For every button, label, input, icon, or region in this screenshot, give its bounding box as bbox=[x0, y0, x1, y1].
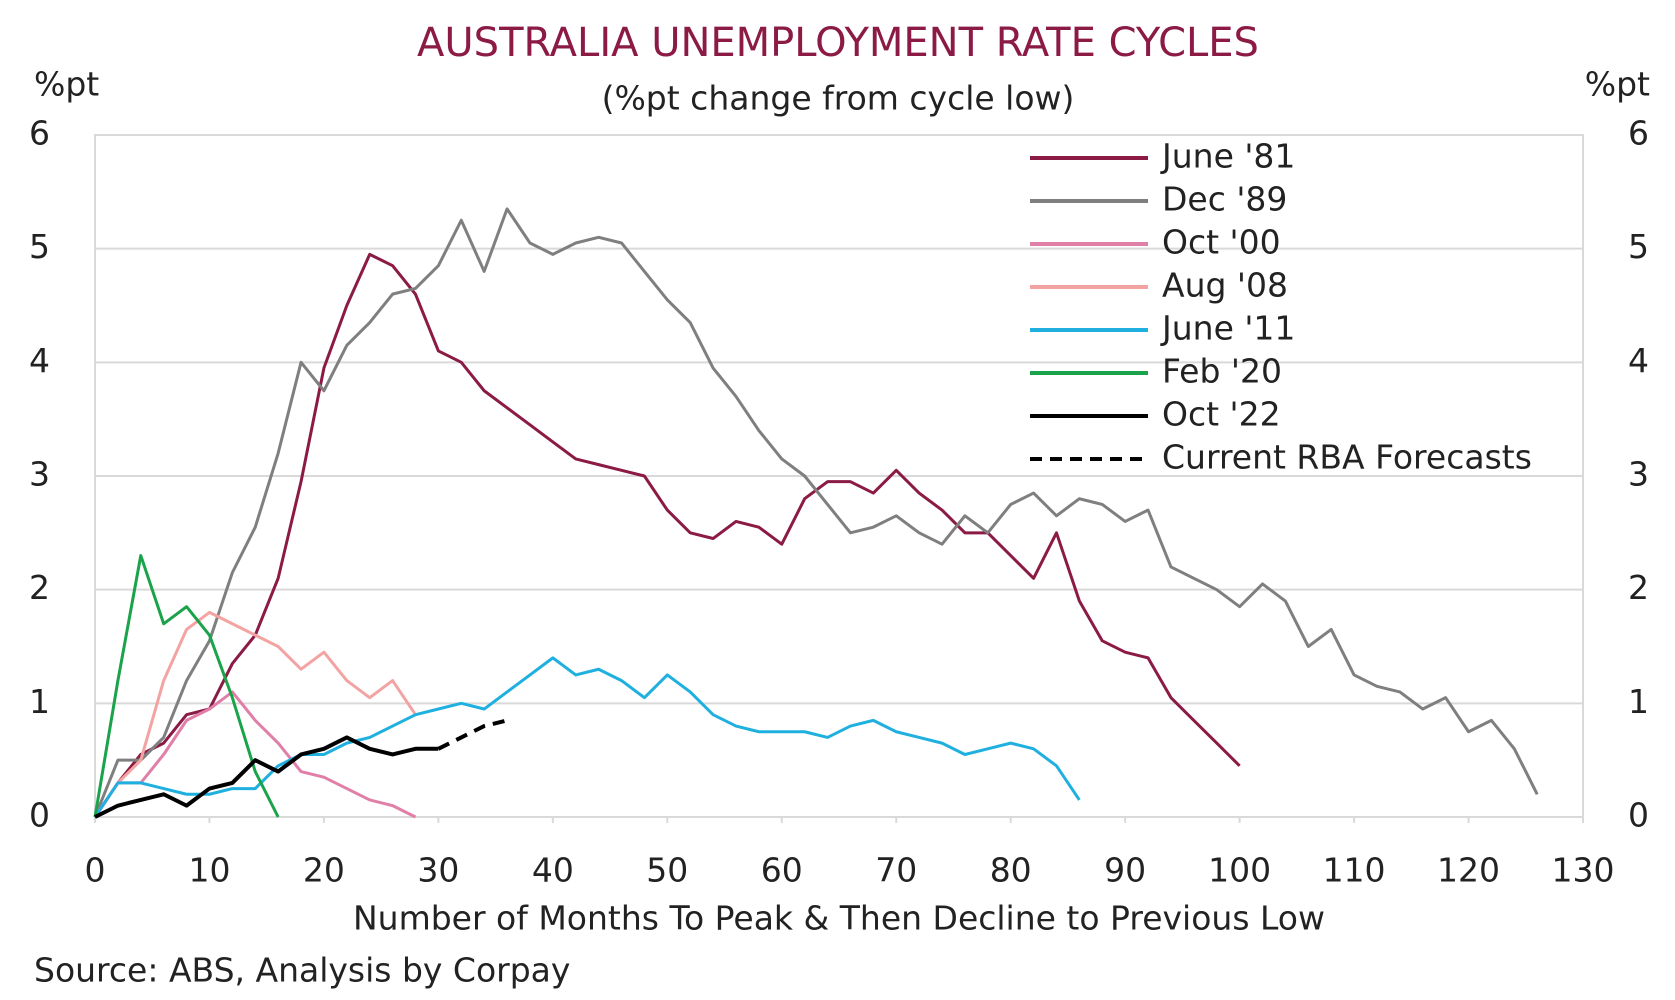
x-tick-label: 70 bbox=[875, 851, 917, 890]
x-tick-label: 0 bbox=[85, 851, 106, 890]
series-line bbox=[437, 718, 508, 751]
series-line bbox=[93, 252, 1241, 818]
series-line bbox=[93, 207, 1539, 818]
series-line bbox=[93, 610, 417, 818]
y2-tick-label: 1 bbox=[1628, 682, 1649, 721]
y2-tick-label: 5 bbox=[1628, 227, 1649, 266]
x-tick-label: 90 bbox=[1104, 851, 1146, 890]
x-tick-label: 80 bbox=[990, 851, 1032, 890]
x-tick-label: 20 bbox=[303, 851, 345, 890]
series-line bbox=[94, 735, 439, 819]
y2-tick-label: 0 bbox=[1628, 796, 1649, 835]
y2-axis-label: %pt bbox=[1585, 65, 1650, 104]
x-axis-label: Number of Months To Peak & Then Decline … bbox=[353, 899, 1325, 938]
legend-label: Oct '00 bbox=[1162, 223, 1281, 262]
x-tick-label: 120 bbox=[1437, 851, 1500, 890]
legend-label: Current RBA Forecasts bbox=[1162, 438, 1532, 477]
y-tick-label: 2 bbox=[29, 568, 50, 607]
x-tick-label: 50 bbox=[646, 851, 688, 890]
y-tick-label: 5 bbox=[29, 227, 50, 266]
y-axis-label: %pt bbox=[34, 65, 99, 104]
y2-tick-label: 6 bbox=[1628, 114, 1649, 153]
y2-tick-label: 2 bbox=[1628, 568, 1649, 607]
x-tick-label: 130 bbox=[1552, 851, 1615, 890]
legend-label: Dec '89 bbox=[1162, 180, 1287, 219]
series-line bbox=[93, 690, 417, 819]
legend-label: Feb '20 bbox=[1162, 352, 1282, 391]
x-tick-label: 100 bbox=[1208, 851, 1271, 890]
y2-tick-label: 3 bbox=[1628, 455, 1649, 494]
y-tick-label: 0 bbox=[29, 796, 50, 835]
y2-tick-label: 4 bbox=[1628, 341, 1649, 380]
x-tick-label: 10 bbox=[188, 851, 230, 890]
x-tick-label: 40 bbox=[532, 851, 574, 890]
series-line bbox=[93, 656, 1081, 818]
y-tick-label: 6 bbox=[29, 114, 50, 153]
legend-label: June '11 bbox=[1160, 309, 1295, 348]
legend-label: Aug '08 bbox=[1162, 266, 1288, 305]
y-tick-label: 4 bbox=[29, 341, 50, 380]
y-tick-label: 1 bbox=[29, 682, 50, 721]
legend-label: Oct '22 bbox=[1162, 395, 1281, 434]
series-line bbox=[93, 554, 280, 818]
chart-subtitle: (%pt change from cycle low) bbox=[602, 79, 1075, 118]
y-tick-label: 3 bbox=[29, 455, 50, 494]
x-tick-label: 30 bbox=[417, 851, 459, 890]
x-tick-label: 60 bbox=[761, 851, 803, 890]
x-tick-label: 110 bbox=[1323, 851, 1386, 890]
chart-title: AUSTRALIA UNEMPLOYMENT RATE CYCLES bbox=[417, 20, 1259, 66]
source-note: Source: ABS, Analysis by Corpay bbox=[34, 951, 570, 990]
legend-label: June '81 bbox=[1160, 137, 1295, 176]
